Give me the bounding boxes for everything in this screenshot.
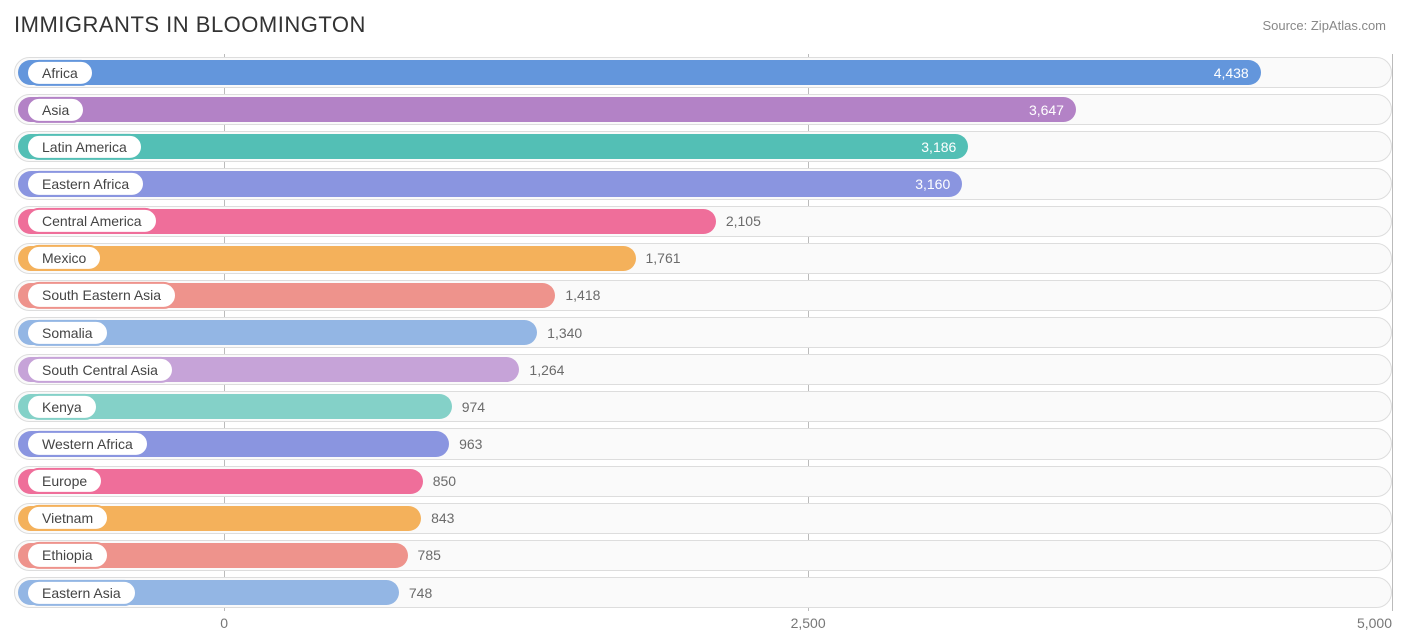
bar-row: Kenya 974 [14,388,1392,425]
bar-value-label: 3,186 [921,139,956,155]
bar-row: Eastern Asia 748 [14,574,1392,611]
chart-header: IMMIGRANTS IN BLOOMINGTON Source: ZipAtl… [0,0,1406,46]
bar-category-label: Vietnam [26,505,109,531]
bar-value-label: 3,647 [1029,102,1064,118]
bar-category-label: Ethiopia [26,542,109,568]
bar-value-label: 1,264 [529,362,564,378]
bar-fill [18,171,962,196]
bar-value-label: 1,340 [547,325,582,341]
bar-row: Western Africa 963 [14,425,1392,462]
bar-value-label: 1,761 [646,250,681,266]
bar-value-label: 963 [459,436,482,452]
bar-row: Europe 850 [14,463,1392,500]
bar-row: South Eastern Asia 1,418 [14,277,1392,314]
bar-fill [18,134,968,159]
bar-row: Africa 4,438 [14,54,1392,91]
chart-bars: Africa 4,438 Asia 3,647 Latin America 3,186 Ea… [14,54,1392,611]
bar-value-label: 1,418 [565,287,600,303]
x-tick-label: 5,000 [1357,615,1392,631]
bar-value-label: 3,160 [915,176,950,192]
bar-row: South Central Asia 1,264 [14,351,1392,388]
bar-value-label: 4,438 [1214,65,1249,81]
bar-category-label: Western Africa [26,431,149,457]
bar-row: Central America 2,105 [14,203,1392,240]
chart-x-axis: 0 2,500 5,000 [14,615,1392,635]
bar-fill [18,246,636,271]
chart-source: Source: ZipAtlas.com [1262,12,1386,33]
bar-row: Somalia 1,340 [14,314,1392,351]
bar-category-label: South Central Asia [26,357,174,383]
bar-row: Latin America 3,186 [14,128,1392,165]
bar-category-label: Mexico [26,245,102,271]
bar-category-label: Somalia [26,319,109,345]
bar-category-label: Latin America [26,134,143,160]
bar-row: Vietnam 843 [14,500,1392,537]
chart-plot-area: Africa 4,438 Asia 3,647 Latin America 3,186 Ea… [14,54,1392,611]
bar-value-label: 2,105 [726,213,761,229]
bar-fill [18,97,1076,122]
bar-category-label: Europe [26,468,103,494]
bar-row: Eastern Africa 3,160 [14,165,1392,202]
bar-category-label: Eastern Asia [26,579,137,605]
x-tick-label: 0 [220,615,228,631]
bar-category-label: Africa [26,59,94,85]
bar-row: Mexico 1,761 [14,240,1392,277]
bar-value-label: 748 [409,585,432,601]
bar-value-label: 843 [431,510,454,526]
chart-title: IMMIGRANTS IN BLOOMINGTON [14,12,366,38]
bar-value-label: 974 [462,399,485,415]
bar-value-label: 785 [418,547,441,563]
bar-value-label: 850 [433,473,456,489]
bar-fill [18,60,1261,85]
bar-category-label: South Eastern Asia [26,282,177,308]
bar-category-label: Central America [26,208,158,234]
bar-category-label: Eastern Africa [26,171,145,197]
bar-row: Ethiopia 785 [14,537,1392,574]
gridline [1392,54,1393,611]
x-tick-label: 2,500 [791,615,826,631]
bar-row: Asia 3,647 [14,91,1392,128]
bar-category-label: Kenya [26,394,98,420]
bar-category-label: Asia [26,97,85,123]
